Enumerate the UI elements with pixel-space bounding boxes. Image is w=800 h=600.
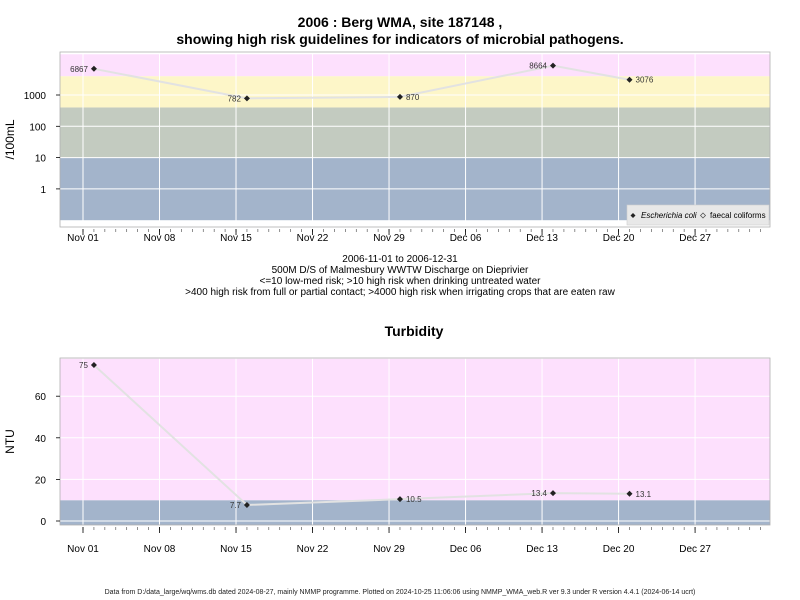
data-point-marker — [90, 65, 97, 72]
chart-title-line2: showing high risk guidelines for indicat… — [176, 31, 624, 47]
x-tick-label: Dec 06 — [450, 233, 482, 244]
data-point-marker — [626, 490, 633, 497]
caption-site-description: 500M D/S of Malmesbury WWTW Discharge on… — [271, 265, 529, 276]
data-point-marker — [626, 76, 633, 83]
guideline-band — [60, 358, 770, 501]
data-point-label: 13.4 — [531, 489, 547, 498]
legend-marker-e-coli — [630, 213, 636, 218]
chart-title-line1: 2006 : Berg WMA, site 187148 , — [297, 14, 503, 30]
x-tick-label: Nov 15 — [220, 544, 252, 555]
data-point-marker — [549, 62, 556, 69]
x-tick-label: Nov 01 — [67, 233, 99, 244]
x-tick-label: Dec 13 — [526, 233, 558, 244]
y-tick-label: 0 — [40, 517, 46, 528]
legend-box — [626, 204, 770, 226]
x-tick-label: Nov 22 — [297, 233, 329, 244]
x-tick-label: Nov 08 — [144, 233, 176, 244]
y-tick-label: 1 — [40, 185, 46, 196]
x-tick-label: Nov 29 — [373, 544, 405, 555]
y-tick-label: 40 — [35, 434, 47, 445]
x-tick-label: Nov 01 — [67, 544, 99, 555]
y-axis-label: /100mL — [3, 119, 17, 159]
guideline-band — [60, 54, 770, 77]
y-tick-label: 100 — [29, 122, 46, 133]
x-tick-label: Dec 13 — [526, 544, 558, 555]
panel-title: Turbidity — [385, 323, 444, 339]
legend-marker-faecal-coliforms — [700, 212, 706, 219]
y-tick-label: 60 — [35, 392, 47, 403]
footer-data-source: Data from D:/data_large/wq/wms.db dated … — [104, 589, 696, 596]
plot-frame — [59, 357, 771, 526]
x-tick-label: Dec 20 — [603, 544, 635, 555]
data-point-label: 6867 — [70, 65, 88, 74]
guideline-band — [60, 76, 770, 108]
data-point-label: 10.5 — [406, 495, 422, 504]
data-point-label: 870 — [406, 93, 420, 102]
x-tick-label: Dec 27 — [679, 233, 711, 244]
caption-drinking-guideline: <=10 low-med risk; >10 high risk when dr… — [259, 276, 541, 287]
y-tick-label: 20 — [35, 475, 47, 486]
plot-frame — [59, 51, 771, 228]
y-tick-label: 10 — [35, 154, 47, 165]
data-point-marker — [90, 362, 97, 368]
x-tick-label: Dec 20 — [603, 233, 635, 244]
y-axis-label: NTU — [3, 429, 17, 454]
x-tick-label: Dec 06 — [450, 544, 482, 555]
data-point-marker — [396, 93, 403, 100]
x-tick-label: Nov 15 — [220, 233, 252, 244]
data-point-marker — [243, 501, 250, 508]
x-tick-label: Nov 29 — [373, 233, 405, 244]
data-point-label: 782 — [228, 94, 242, 103]
data-point-label: 8664 — [529, 62, 547, 71]
data-point-marker — [243, 95, 250, 102]
data-point-label: 75 — [79, 361, 88, 370]
data-point-label: 7.7 — [230, 501, 242, 510]
data-point-label: 13.1 — [636, 490, 652, 499]
x-tick-label: Nov 22 — [297, 544, 329, 555]
caption-date-range: 2006-11-01 to 2006-12-31 — [342, 254, 458, 265]
x-tick-label: Dec 27 — [679, 544, 711, 555]
data-point-label: 3076 — [636, 76, 654, 85]
legend-label-e-coli: Escherichia coli — [641, 211, 697, 220]
x-tick-label: Nov 08 — [144, 544, 176, 555]
data-point-marker — [396, 496, 403, 503]
y-tick-label: 1000 — [24, 91, 47, 102]
data-point-marker — [549, 490, 556, 497]
legend-label-faecal-coliforms: faecal coliforms — [710, 211, 766, 220]
guideline-band — [60, 107, 770, 158]
caption-contact-guideline: >400 high risk from full or partial cont… — [185, 287, 615, 298]
